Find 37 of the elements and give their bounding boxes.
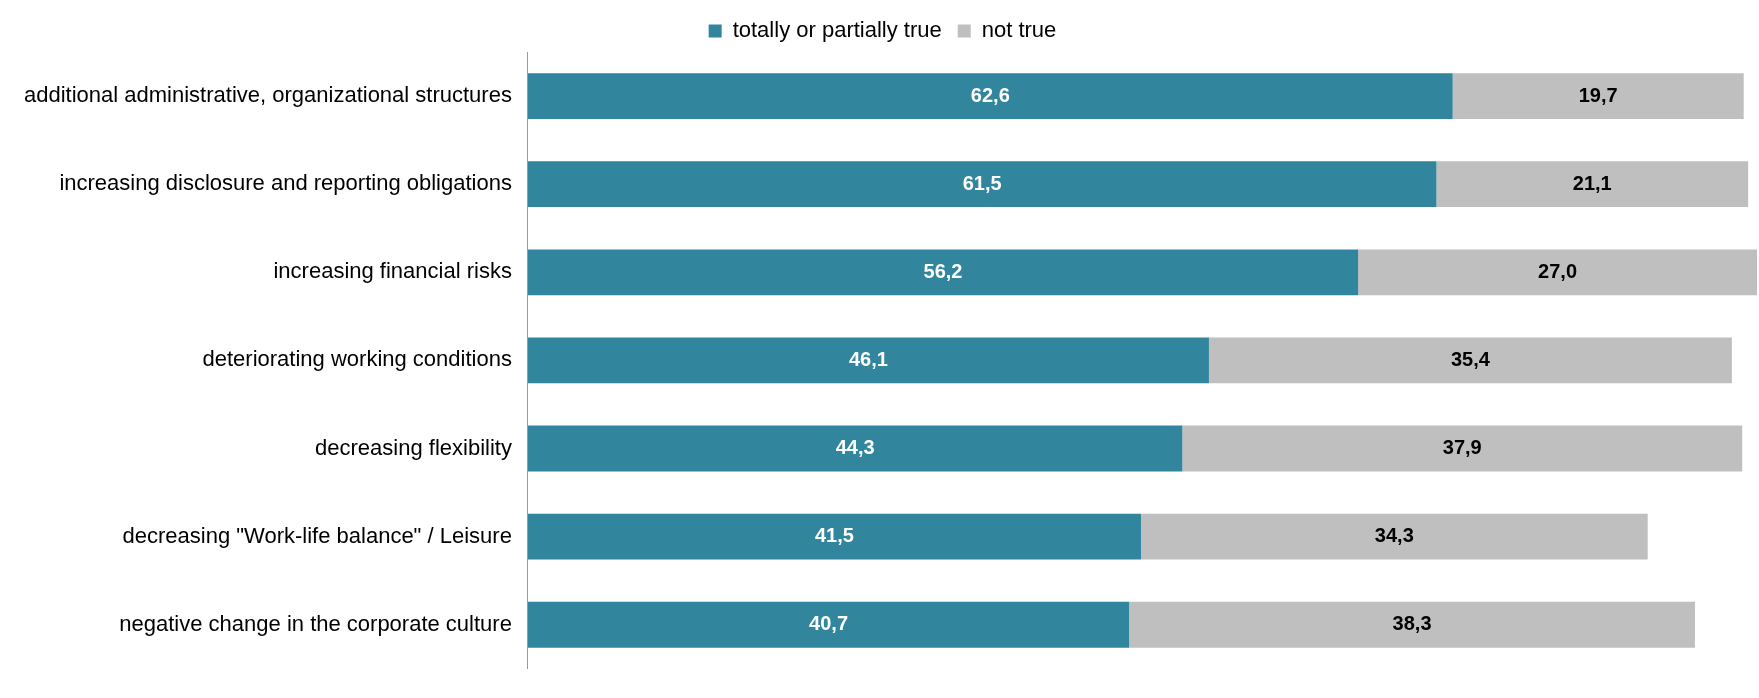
data-label: 21,1 <box>1572 171 1612 194</box>
data-label: 46,1 <box>848 347 888 370</box>
y-tick-label: increasing financial risks <box>273 258 512 284</box>
data-label: 35,4 <box>1450 347 1491 370</box>
bar <box>527 337 1209 384</box>
legend-label: totally or partially true <box>732 17 942 43</box>
bar <box>527 425 1183 472</box>
data-label: 38,3 <box>1392 612 1432 635</box>
y-tick-label: negative change in the corporate culture <box>119 610 512 636</box>
bar <box>1182 425 1743 472</box>
y-tick-label: decreasing flexibility <box>315 434 512 460</box>
data-label: 61,5 <box>962 171 1002 194</box>
bar <box>1208 337 1732 384</box>
data-label: 62,6 <box>970 83 1010 106</box>
bar <box>527 249 1359 296</box>
data-label: 34,3 <box>1374 524 1414 547</box>
bar <box>1452 73 1744 119</box>
bar <box>1358 249 1757 296</box>
bar <box>527 601 1130 648</box>
data-label: 37,9 <box>1442 436 1482 459</box>
data-label: 44,3 <box>835 436 875 459</box>
bar <box>1140 513 1648 560</box>
bar <box>527 73 1453 119</box>
legend-label: not true <box>981 17 1057 43</box>
y-tick-label: deteriorating working conditions <box>202 346 512 372</box>
bar <box>527 513 1141 560</box>
bar <box>527 161 1437 208</box>
bar <box>1129 601 1695 648</box>
bar <box>1436 161 1749 208</box>
y-tick-label: decreasing "Work-life balance" / Leisure <box>122 522 512 548</box>
data-label: 41,5 <box>814 524 854 547</box>
data-label: 56,2 <box>923 259 963 282</box>
data-label: 40,7 <box>809 612 849 635</box>
data-label: 27,0 <box>1538 259 1578 282</box>
data-label: 19,7 <box>1578 83 1618 106</box>
y-tick-label: additional administrative, organizational structures <box>24 82 512 108</box>
y-tick-label: increasing disclosure and reporting obligations <box>59 170 512 196</box>
